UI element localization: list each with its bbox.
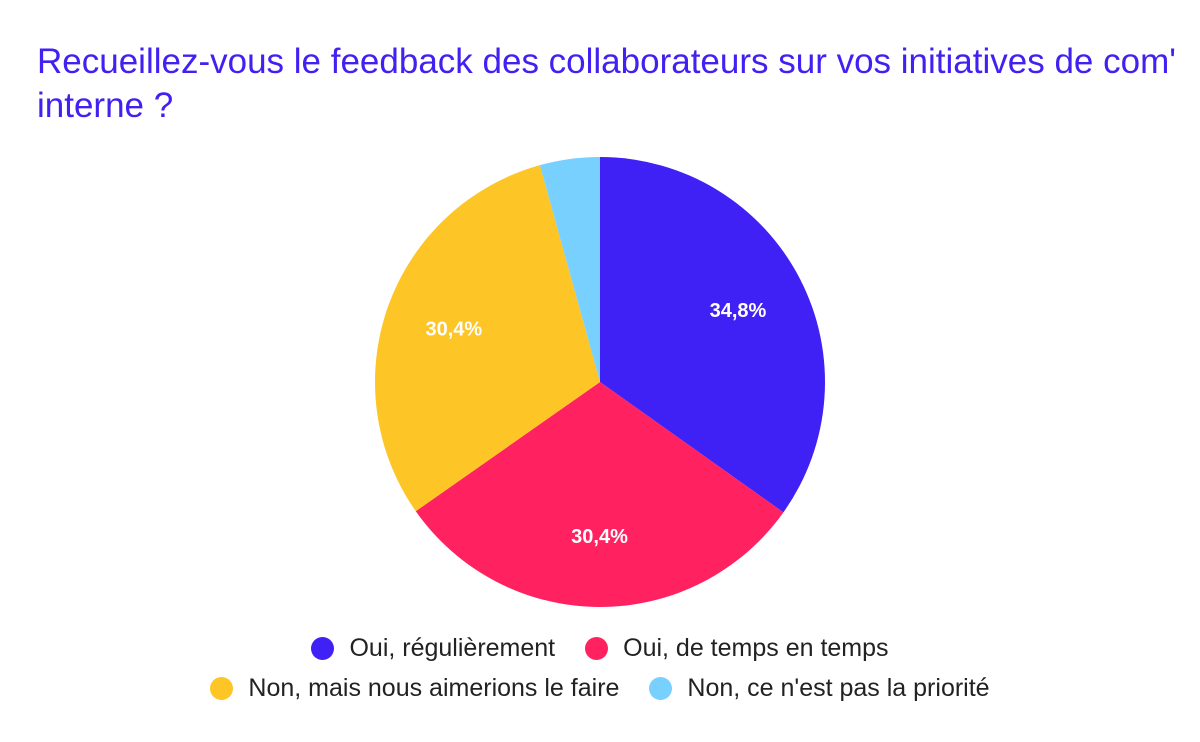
pie-slice-1 [415,382,784,608]
legend-swatch-oui-regulierement [311,636,335,660]
pie-slice-label-0: 34,8% [710,300,767,322]
legend-label-oui-de-temps-en-temps: Oui, de temps en temps [623,633,889,662]
pie-slice-3 [539,157,600,382]
legend-row-2: Non, mais nous aimerions le faire Non, c… [0,668,1200,708]
legend-item-non-aimerions: Non, mais nous aimerions le faire [210,674,619,703]
legend-label-oui-regulierement: Oui, régulièrement [349,633,556,662]
pie-slice-2 [374,165,600,512]
legend: Oui, régulièrement Oui, de temps en temp… [0,628,1200,708]
chart-title: Recueillez-vous le feedback des collabor… [37,42,1176,125]
legend-item-oui-regulierement: Oui, régulièrement [311,634,555,663]
legend-item-non-priorite: Non, ce n'est pas la priorité [649,673,990,703]
pie-slice-0 [600,157,826,513]
pie-slice-label-2: 30,4% [426,319,483,341]
pie-slices [374,157,826,608]
pie-slice-label-1: 30,4% [571,526,628,548]
legend-label-non-aimerions: Non, mais nous aimerions le faire [248,673,620,702]
legend-swatch-non-priorite [649,676,673,700]
pie-slice-labels: 34,8% 30,4% 30,4% [426,300,767,548]
legend-swatch-non-aimerions [210,676,234,700]
legend-label-non-priorite: Non, ce n'est pas la priorité [687,673,990,702]
legend-row-1: Oui, régulièrement Oui, de temps en temp… [0,628,1200,668]
legend-item-oui-de-temps-en-temps: Oui, de temps en temps [585,633,889,663]
legend-swatch-oui-de-temps-en-temps [585,636,609,660]
